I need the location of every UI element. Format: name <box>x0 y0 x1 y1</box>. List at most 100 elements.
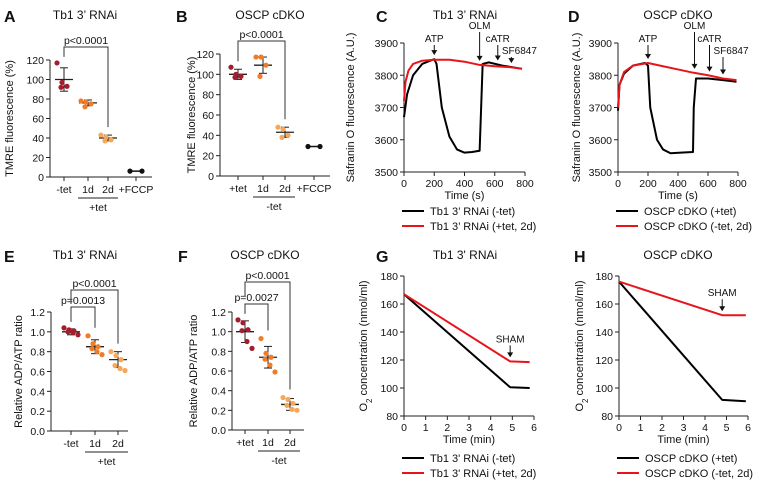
data-point <box>244 338 250 345</box>
data-point <box>249 345 255 351</box>
panel-title: OSCP cDKO <box>235 8 304 22</box>
significance-bracket <box>70 306 96 328</box>
group-label: +tet <box>89 202 107 214</box>
panel-c: C Tb1 3’ RNAi 3500 3600 3700 3800 3900 Safranin… <box>345 8 537 233</box>
x-tick-label: 0 <box>401 422 407 434</box>
data-point <box>83 99 89 105</box>
y-tick-label: 3600 <box>375 135 399 147</box>
annotation-label: cATR <box>486 34 510 45</box>
y-tick-label: 0.8 <box>30 347 45 359</box>
x-tick-label: 1d <box>89 438 101 450</box>
data-point <box>108 137 114 143</box>
p-value-label: p<0.0001 <box>64 35 108 47</box>
y-tick-label: 40 <box>202 130 214 142</box>
data-point <box>99 352 105 358</box>
arrow-down-icon <box>494 55 501 61</box>
panel-letter: F <box>178 249 188 266</box>
data-point <box>108 349 114 355</box>
data-point <box>285 132 291 138</box>
x-tick-label: 6 <box>531 422 537 434</box>
data-point <box>118 357 124 363</box>
y-tick-label: 3700 <box>589 103 613 115</box>
y-tick-label: 3500 <box>375 167 399 179</box>
data-point <box>285 396 291 403</box>
panel-f: F OSCP cDKO 0.0 0.2 0.4 0.6 0.8 1.0 1.2 Relative … <box>178 248 304 467</box>
y-tick-label: 1.2 <box>211 307 226 319</box>
x-tick-label: +FCCP <box>297 183 332 195</box>
x-tick-label: 2d <box>112 438 124 450</box>
y-tick-label: 0.0 <box>30 426 45 438</box>
x-tick-label: 400 <box>669 178 687 190</box>
arrow-down-icon <box>691 63 698 69</box>
series-line-red <box>403 293 530 364</box>
y-tick-label: 3900 <box>375 38 399 50</box>
data-point <box>257 73 263 79</box>
y-tick-label: 100 <box>595 383 613 395</box>
panel-title: OSCP cDKO <box>230 248 299 262</box>
data-point <box>289 406 295 412</box>
data-point <box>78 98 84 104</box>
legend-label: OSCP cDKO (+tet) <box>644 206 736 218</box>
data-point <box>82 104 88 110</box>
y-tick-label: 180 <box>595 271 613 283</box>
data-point <box>94 349 100 355</box>
data-point <box>95 344 101 350</box>
data-point <box>239 328 245 334</box>
y-tick-label: 120 <box>380 355 398 367</box>
y-tick-label: 100 <box>196 69 214 81</box>
y-tick-label: 0.2 <box>211 405 226 417</box>
y-tick-label: 3600 <box>589 135 613 147</box>
series-line-black <box>403 58 523 154</box>
y-tick-label: 60 <box>32 114 44 126</box>
y-tick-label: 20 <box>202 151 214 163</box>
annotation-label: ATP <box>425 34 444 45</box>
data-point <box>263 62 269 68</box>
x-tick-label: 2 <box>659 422 665 434</box>
x-tick-label: -tet <box>63 438 78 450</box>
y-tick-label: 80 <box>32 94 44 106</box>
x-tick-label: 0 <box>615 178 621 190</box>
y-tick-label: 3900 <box>589 38 613 50</box>
legend-label: Tb1 3' RNAi (-tet) <box>430 453 515 465</box>
data-point <box>262 356 268 362</box>
data-point <box>284 402 290 409</box>
data-point <box>102 138 108 144</box>
y-tick-label: 140 <box>380 327 398 339</box>
x-tick-label: 1d <box>257 183 269 195</box>
data-point <box>65 329 71 335</box>
data-point <box>258 335 264 342</box>
data-point <box>58 84 64 90</box>
x-tick-label: 200 <box>425 178 443 190</box>
data-point <box>317 143 323 150</box>
panel-a: A Tb1 3’ RNAi 0 20 40 60 80 100 120 TMRE fluoresc… <box>4 8 153 214</box>
data-point <box>89 346 95 352</box>
panel-d: D OSCP cDKO 3500 3600 3700 3800 3900 Safranin O… <box>568 8 752 233</box>
x-tick-label: 400 <box>456 178 474 190</box>
x-tick-label: +tet <box>229 183 247 195</box>
series-line-red <box>618 280 746 317</box>
data-point <box>245 327 251 333</box>
data-point <box>113 353 119 359</box>
data-point <box>61 325 67 331</box>
arrow-down-icon <box>507 352 514 358</box>
y-tick-label: 140 <box>595 327 613 339</box>
y-tick-label: 3800 <box>375 70 399 82</box>
y-tick-label: 0 <box>38 172 44 184</box>
x-tick-label: 2 <box>444 422 450 434</box>
y-tick-label: 20 <box>32 153 44 165</box>
data-point <box>122 367 128 374</box>
series-line-red <box>403 58 523 102</box>
annotation-label: SHAM <box>496 334 525 345</box>
arrow-down-icon <box>508 58 515 64</box>
data-point <box>59 79 65 86</box>
y-axis-label: Safranin O fluorescence (A.U.) <box>571 33 583 183</box>
y-axis-label: O2 concentration (nmol/ml) <box>358 280 374 411</box>
x-tick-label: +tet <box>236 437 254 449</box>
y-tick-label: 60 <box>202 110 214 122</box>
data-point <box>98 132 104 138</box>
panel-letter: H <box>574 249 586 266</box>
arrow-down-icon <box>476 55 483 61</box>
x-tick-label: 4 <box>488 422 494 434</box>
